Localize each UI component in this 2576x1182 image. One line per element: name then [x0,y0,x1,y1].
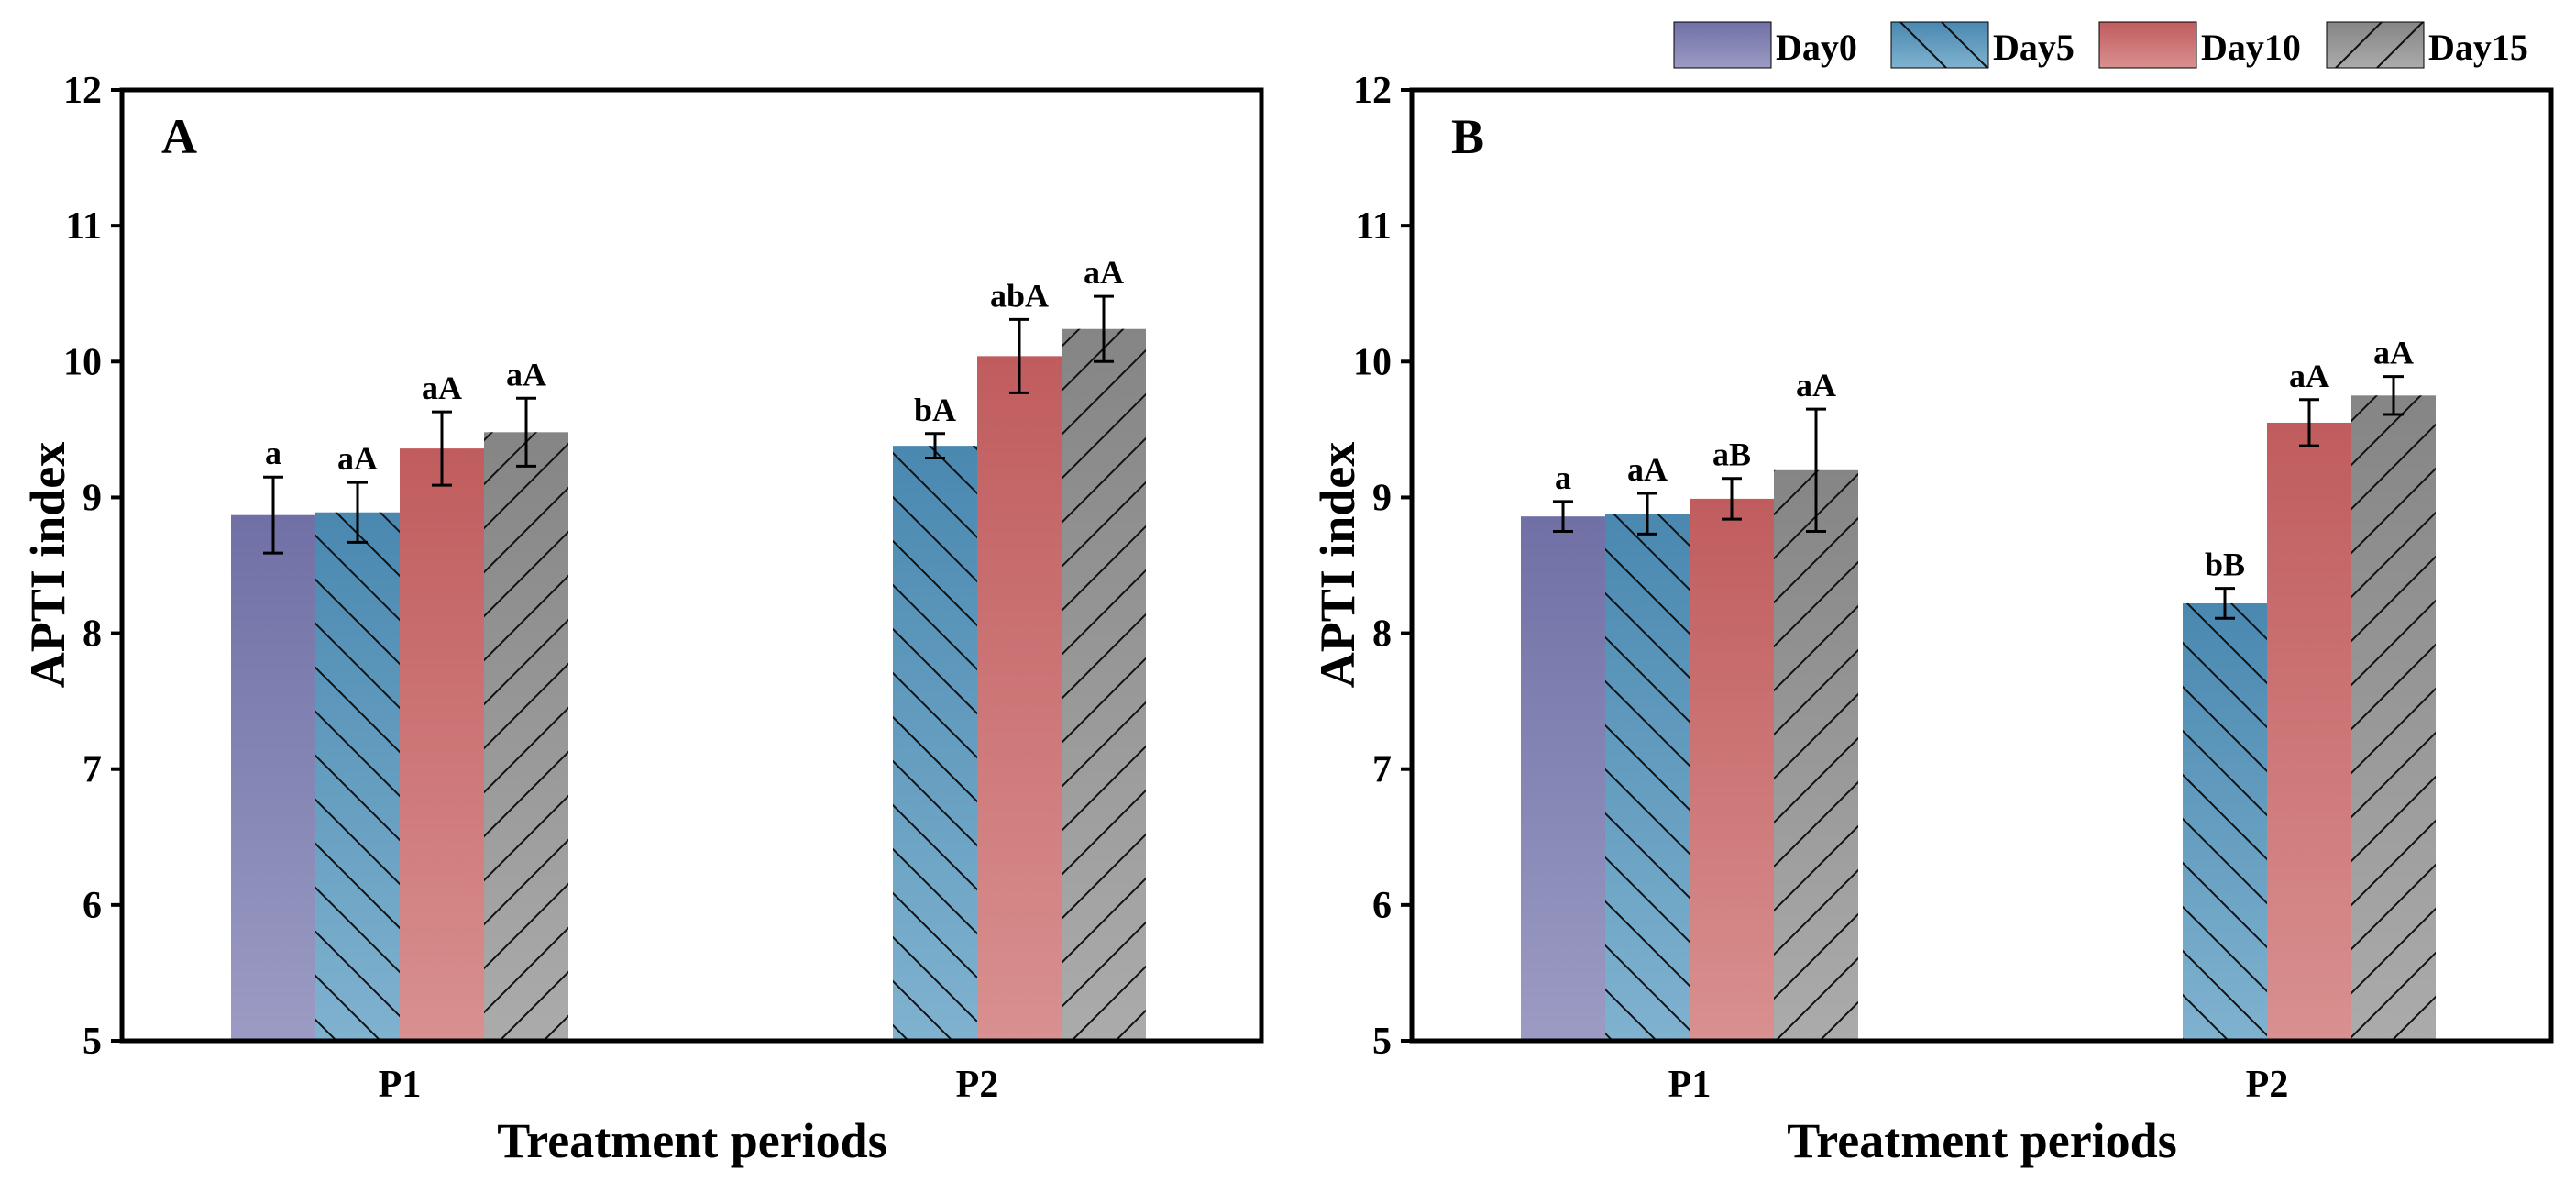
panel-a-sig-label-p1-day10: aA [422,370,462,406]
panel-b-y-tick-label: 5 [1372,1021,1392,1063]
panel-a-error-bar-p2-day5 [925,432,945,459]
panel-a-bar-p2-day10 [977,356,1062,1041]
panel-a-y-axis-title: APTI index [20,442,75,689]
panel-a-y-tick-label: 12 [63,70,102,112]
legend-item-day15: Day15 [2326,21,2528,69]
panel-a-bar-p1-day10 [400,448,484,1041]
legend-label-day15: Day15 [2428,27,2528,68]
panel-a-sig-label-p2-day5: bA [914,392,956,428]
panel-b-y-tick-label: 6 [1372,885,1392,927]
panel-b-sig-label-p1-day5: aA [1627,451,1668,488]
panel-b-y-tick-label: 9 [1372,477,1392,519]
panel-a-sig-label-p1-day15: aA [506,356,546,392]
panel-a-error-bar-p1-day0 [263,475,283,555]
panel-b-y-axis-title: APTI index [1310,442,1365,689]
panel-a-sig-label-p1-day5: aA [337,440,378,477]
panel-a-y-tick-label: 6 [83,885,102,927]
panel-a-sig-label-p1-day0: a [265,435,281,471]
panel-b-x-tick-p1: P1 [1668,1064,1712,1106]
panel-b-bar-p1-day0 [1521,516,1605,1041]
panel-b-bar-p2-day10 [2267,422,2351,1041]
panel-b-error-bar-p1-day10 [1722,477,1742,521]
legend-hatch-day15 [2335,21,2424,69]
panel-a-label: A [161,109,197,164]
panel-b-sig-label-p1-day0: a [1555,459,1571,496]
legend-item-day10: Day10 [2098,21,2301,69]
panel-a: a aA aA aA bA abA aA 5 6 7 8 9 10 11 12 A P1 P2 Treat… [20,70,1264,1168]
panel-b-y-tick-label: 12 [1353,70,1392,112]
panel-a-y-tick-label: 7 [83,749,102,791]
panel-a-error-bar-p1-day15 [516,396,536,468]
panel-a-x-axis-title: Treatment periods [497,1113,886,1168]
panel-b-x-tick-p2: P2 [2246,1064,2289,1106]
panel-a-y-tick-label: 8 [83,613,102,656]
panel-a-bars: a aA aA aA bA abA aA [231,254,1146,1041]
panel-a-x-tick-p1: P1 [379,1064,422,1106]
panel-a-bar-hatch-p2-day5 [893,446,977,1041]
panel-a-y-tick-label: 9 [83,477,102,519]
panel-a-error-bar-p2-day10 [1009,317,1029,394]
legend: Day0 Day5 Day10 Day15 [1673,21,2528,69]
panel-b-error-bar-p1-day15 [1806,407,1826,533]
legend-label-day10: Day10 [2201,27,2301,68]
panel-b-sig-label-p2-day10: aA [2289,358,2329,394]
panel-b-error-bar-p2-day5 [2215,587,2235,620]
panel-a-y-tick-label: 10 [63,341,102,383]
panel-b-bar-p1-day10 [1690,498,1774,1041]
legend-swatch-day10 [2098,21,2197,69]
panel-b-plot-frame [1409,87,2554,1044]
panel-a-plot-frame [119,87,1264,1044]
panel-b-sig-label-p1-day15: aA [1796,367,1836,403]
legend-swatch-day0 [1673,21,1772,69]
panel-b: a aA aB aA bB aA aA 5 6 7 8 9 10 11 12 B P1 P2 Treatm… [1310,70,2554,1168]
panel-a-sig-label-p2-day15: aA [1084,254,1124,291]
panel-a-bar-hatch-p1-day15 [484,432,568,1041]
panel-a-y-tick-label: 11 [65,205,102,248]
panel-b-error-bar-p1-day5 [1637,492,1657,536]
panel-b-bar-hatch-p2-day15 [2351,395,2436,1042]
panel-a-x-tick-p2: P2 [956,1064,999,1106]
panel-b-error-bar-p2-day15 [2383,375,2404,416]
panel-b-sig-label-p1-day10: aB [1712,436,1751,473]
panel-a-bar-hatch-p2-day15 [1062,328,1146,1041]
panel-a-bar-hatch-p1-day5 [315,512,400,1041]
legend-item-day5: Day5 [1890,21,2075,69]
panel-b-y-tick-label: 10 [1353,341,1392,383]
panel-b-sig-label-p2-day5: bB [2205,547,2245,583]
panel-a-error-bar-p1-day5 [347,481,368,544]
panel-b-y-tick-label: 7 [1372,749,1392,791]
panel-a-error-bar-p2-day15 [1094,294,1114,363]
panel-b-error-bar-p2-day10 [2299,398,2319,447]
panel-a-y-ticks: 5 6 7 8 9 10 11 12 [63,70,122,1063]
panel-a-bar-p1-day0 [231,514,315,1041]
panel-b-y-tick-label: 8 [1372,613,1392,656]
panel-b-sig-label-p2-day15: aA [2373,335,2414,371]
panel-b-bar-hatch-p1-day5 [1605,514,1690,1041]
legend-label-day0: Day0 [1776,27,1857,68]
panel-b-error-bar-p1-day0 [1553,500,1573,533]
panel-b-bars: a aA aB aA bB aA aA [1521,335,2436,1042]
legend-label-day5: Day5 [1993,27,2075,68]
panel-a-error-bar-p1-day10 [432,410,452,487]
panel-a-y-tick-label: 5 [83,1021,102,1063]
legend-item-day0: Day0 [1673,21,1857,69]
legend-hatch-day5 [1899,21,1988,69]
panel-b-bar-hatch-p2-day5 [2183,602,2267,1041]
panel-a-sig-label-p2-day10: abA [990,277,1049,314]
panel-b-bar-hatch-p1-day15 [1774,469,1858,1041]
panel-b-label: B [1451,109,1484,164]
panel-b-y-tick-label: 11 [1355,205,1392,248]
panel-b-x-axis-title: Treatment periods [1787,1113,2176,1168]
